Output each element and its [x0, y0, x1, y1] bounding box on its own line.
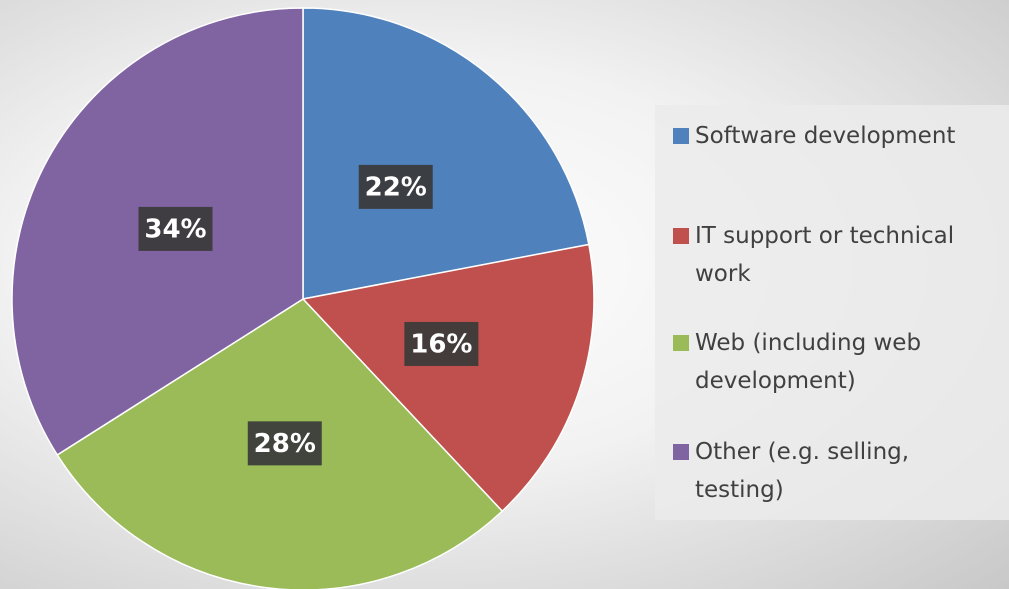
legend-entry: Other (e.g. selling, testing) [673, 433, 1003, 509]
legend-swatch [673, 444, 689, 460]
legend-swatch [673, 335, 689, 351]
legend-swatch [673, 228, 689, 244]
legend: Software development IT support or techni… [655, 105, 1009, 520]
value-label-box [138, 206, 213, 251]
legend-label: Web (including web development) [695, 330, 922, 394]
pie-slice [302, 7, 590, 300]
value-label: 16% [410, 329, 472, 359]
value-label-box [404, 321, 479, 366]
value-label: 22% [365, 172, 427, 202]
legend-label: IT support or technical work [695, 223, 955, 287]
value-label: 28% [254, 429, 316, 459]
legend-entry: IT support or technical work [673, 217, 1003, 293]
value-label: 34% [144, 214, 206, 244]
legend-swatch [673, 128, 689, 144]
value-label-box [247, 421, 322, 466]
legend-entry: Web (including web development) [673, 324, 1003, 400]
legend-entry: Software development [673, 117, 1003, 155]
pie-slice [301, 243, 595, 513]
legend-label: Software development [695, 123, 956, 149]
legend-label: Other (e.g. selling, testing) [695, 439, 910, 503]
value-label-box [358, 164, 433, 209]
